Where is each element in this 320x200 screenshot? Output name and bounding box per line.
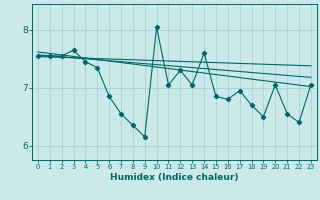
X-axis label: Humidex (Indice chaleur): Humidex (Indice chaleur)	[110, 173, 239, 182]
